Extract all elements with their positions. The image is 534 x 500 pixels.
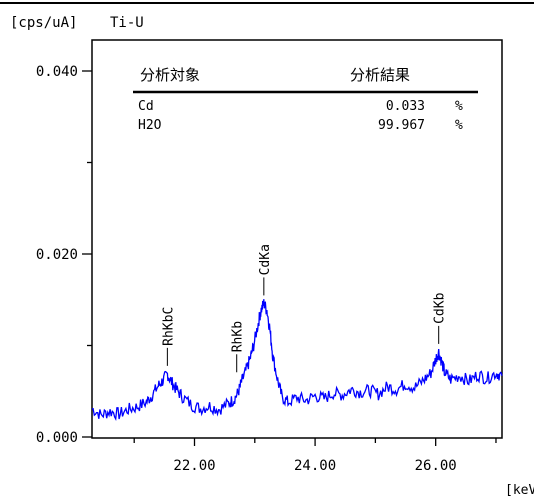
plot-frame [91, 39, 503, 439]
results-row-name: Cd [138, 99, 154, 114]
results-header-result: 分析結果 [350, 66, 410, 84]
spectrum-series-line [91, 299, 503, 422]
chart-title: Ti-U [110, 15, 144, 31]
peak-annotations: RhKbC RhKb CdKa CdKb [161, 244, 448, 373]
results-row-unit: % [455, 118, 463, 133]
axis-ticks [82, 70, 497, 446]
results-row-unit: % [455, 99, 463, 114]
results-table: 分析対象 分析結果 Cd 0.033 % H2O 99.967 % [133, 66, 478, 133]
y-tick-label: 0.020 [36, 247, 78, 263]
results-row-value: 99.967 [378, 118, 425, 133]
x-tick-label: 24.00 [294, 458, 336, 474]
peak-label: RhKb [231, 321, 246, 352]
x-axis-unit-label: [keV] [505, 483, 534, 498]
results-row-name: H2O [138, 118, 162, 133]
y-tick-label: 0.040 [36, 64, 78, 80]
axis-tick-labels: 0.000 0.020 0.040 22.00 24.00 26.00 [36, 64, 457, 474]
peak-label: CdKa [258, 244, 273, 275]
x-tick-label: 26.00 [415, 458, 457, 474]
y-tick-label: 0.000 [36, 430, 78, 446]
x-tick-label: 22.00 [173, 458, 215, 474]
peak-label: RhKbC [161, 307, 176, 346]
peak-label: CdKb [433, 292, 448, 323]
y-axis-unit-label: [cps/uA] [10, 15, 77, 31]
results-header-target: 分析対象 [140, 66, 200, 84]
results-row-value: 0.033 [386, 99, 425, 114]
